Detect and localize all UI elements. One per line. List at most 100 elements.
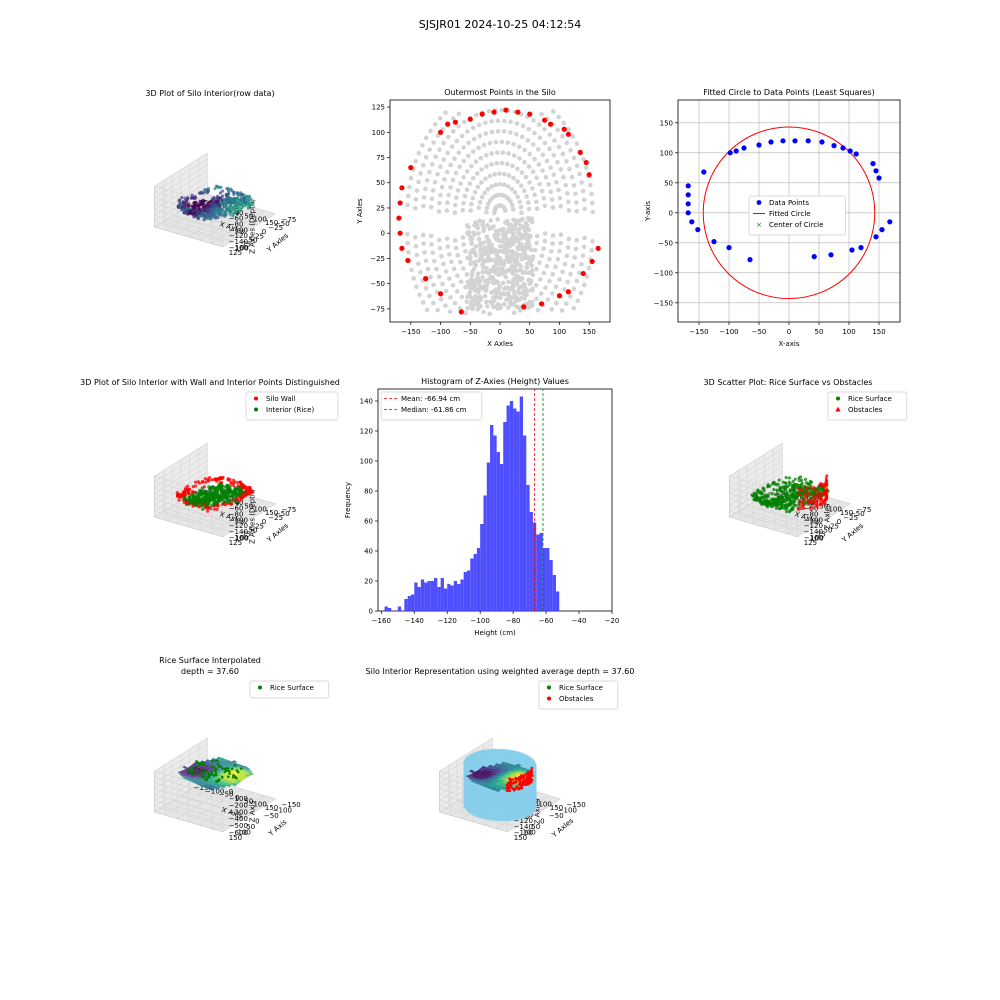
data-point (561, 120, 567, 126)
x-tick-label: 50 (819, 502, 828, 510)
data-point (526, 164, 532, 169)
data-point (187, 495, 191, 499)
data-point (787, 480, 791, 484)
surface-patch (522, 769, 530, 771)
surface-patch (479, 780, 486, 782)
surface-patch (198, 765, 205, 769)
data-point (506, 292, 511, 297)
data-point (238, 206, 242, 210)
data-point (499, 139, 505, 145)
data-point (453, 195, 459, 200)
data-point (243, 493, 247, 497)
data-point (566, 199, 571, 205)
x-tick-label: 50 (815, 328, 824, 336)
data-point (733, 148, 739, 154)
data-point (226, 200, 230, 205)
data-point (511, 781, 515, 785)
data-point (239, 193, 243, 197)
y-tick-label: 140 (360, 398, 373, 406)
data-point (464, 169, 470, 174)
data-point (496, 272, 501, 278)
surface-patch (204, 783, 211, 787)
data-point (475, 184, 481, 190)
data-point (231, 498, 235, 502)
data-point (550, 205, 556, 210)
data-point (547, 132, 553, 137)
data-point (527, 180, 532, 185)
data-point (550, 271, 556, 277)
data-point (522, 296, 527, 301)
data-point (474, 171, 480, 176)
x-tick-label: −50 (752, 328, 767, 336)
surface-patch (221, 779, 228, 783)
y-tick-label: 25 (830, 522, 839, 530)
data-point (776, 502, 780, 506)
data-point (791, 484, 795, 488)
surface-patch (223, 765, 229, 767)
data-point (452, 300, 458, 306)
surface-patch (196, 779, 203, 782)
data-point (430, 162, 435, 167)
data-point (823, 501, 827, 505)
data-point (483, 269, 489, 275)
y-tick-label: 75 (242, 241, 251, 249)
data-point (482, 245, 488, 250)
data-point (534, 206, 540, 212)
data-point (424, 307, 430, 313)
data-point (509, 202, 515, 208)
surface-patch (511, 768, 519, 771)
data-point (502, 118, 507, 124)
z-tick-label: −120 (229, 522, 248, 530)
data-point (210, 203, 215, 207)
data-point (201, 507, 205, 511)
data-point (209, 209, 214, 214)
data-point (215, 759, 219, 762)
surface-patch (514, 771, 522, 774)
z-tick-label: −80 (229, 510, 244, 518)
data-point (589, 247, 595, 253)
data-point (200, 480, 205, 484)
data-point (566, 127, 571, 132)
data-point (873, 234, 879, 240)
data-point (501, 301, 507, 307)
data-point (180, 208, 185, 212)
data-point (508, 119, 513, 125)
data-point (529, 778, 533, 782)
legend-marker (547, 696, 551, 701)
data-point (501, 171, 507, 177)
data-point (479, 167, 484, 172)
data-point (420, 300, 426, 305)
surface-patch (178, 773, 184, 776)
data-point (508, 777, 511, 781)
data-point (808, 498, 812, 502)
surface-patch (478, 776, 486, 778)
data-point (450, 177, 456, 183)
data-point (569, 174, 575, 180)
data-point (437, 245, 443, 251)
data-point (204, 494, 208, 498)
y-tick-label: 40 (364, 548, 373, 556)
data-point (457, 164, 462, 170)
data-point (555, 127, 560, 133)
data-point (505, 140, 511, 145)
y-tick-label: 100 (372, 129, 385, 137)
data-point (440, 281, 445, 287)
surface-patch (241, 769, 248, 772)
data-point (470, 195, 476, 201)
data-point (506, 255, 511, 260)
surface-patch (231, 782, 238, 787)
x-tick-label: 50 (244, 797, 253, 805)
data-point (779, 505, 783, 510)
data-point (572, 255, 577, 260)
surface-patch (226, 783, 232, 788)
surface-patch (496, 769, 504, 772)
y-tick-label: 125 (804, 539, 817, 547)
data-point (469, 163, 474, 169)
histogram-bar (434, 578, 438, 611)
surface-patch (494, 775, 502, 778)
data-point (200, 486, 204, 490)
histogram-bar (440, 578, 444, 611)
data-point (487, 173, 493, 179)
z-tick-label: −160 (804, 534, 823, 542)
outermost-point (561, 126, 567, 132)
